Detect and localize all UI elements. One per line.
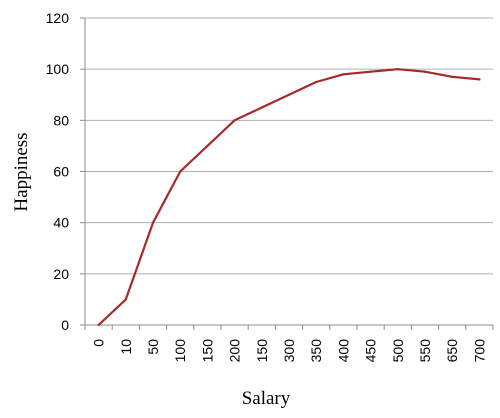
- data-point: [233, 119, 236, 122]
- data-point: [151, 221, 155, 224]
- x-tick-label: 350: [308, 339, 324, 363]
- y-tick-label: 80: [53, 112, 69, 128]
- y-tick-labels: 0 20 40 60 80 100 120: [46, 10, 70, 333]
- data-point: [315, 80, 318, 84]
- y-axis-title: Happiness: [11, 132, 32, 211]
- y-tick-label: 60: [53, 164, 69, 180]
- x-tick-label: 400: [335, 339, 351, 363]
- x-tick-label: 550: [417, 339, 433, 363]
- data-point: [369, 70, 372, 73]
- data-point: [206, 144, 209, 148]
- x-tick-labels: 0 10 50 100 150 200 150 300 350 400 450 500 550 650 70…: [91, 339, 488, 363]
- x-tick-label: 450: [363, 339, 379, 363]
- series-group: [97, 68, 481, 327]
- data-point: [179, 170, 182, 173]
- x-tick-label: 100: [172, 339, 188, 363]
- x-axis-title: Salary: [242, 388, 291, 409]
- data-point: [342, 73, 345, 76]
- data-point: [124, 298, 127, 301]
- y-tick-label: 120: [46, 10, 70, 26]
- x-tick-label: 150: [199, 339, 215, 363]
- data-point: [260, 106, 263, 109]
- data-point: [287, 93, 291, 96]
- data-point: [423, 70, 427, 73]
- data-point: [451, 75, 454, 78]
- x-tick-label: 50: [145, 339, 161, 355]
- x-tick-label: 150: [254, 339, 270, 363]
- x-tick-label: 300: [281, 339, 297, 363]
- x-tick-label: 500: [390, 339, 406, 363]
- x-tick-label: 700: [471, 339, 487, 363]
- gridlines: [85, 17, 493, 275]
- data-point: [396, 68, 399, 71]
- y-tick-label: 40: [53, 215, 69, 231]
- axes: [80, 17, 494, 330]
- y-tick-label: 100: [46, 61, 70, 77]
- data-point: [97, 323, 100, 327]
- x-tick-label: 200: [227, 339, 243, 363]
- series-line: [97, 68, 481, 327]
- x-tick-label: 10: [118, 339, 134, 355]
- data-point: [478, 78, 481, 81]
- y-tick-label: 0: [61, 317, 69, 333]
- y-tick-label: 20: [53, 266, 69, 282]
- x-tick-label: 0: [91, 339, 107, 347]
- x-tick-label: 650: [444, 339, 460, 363]
